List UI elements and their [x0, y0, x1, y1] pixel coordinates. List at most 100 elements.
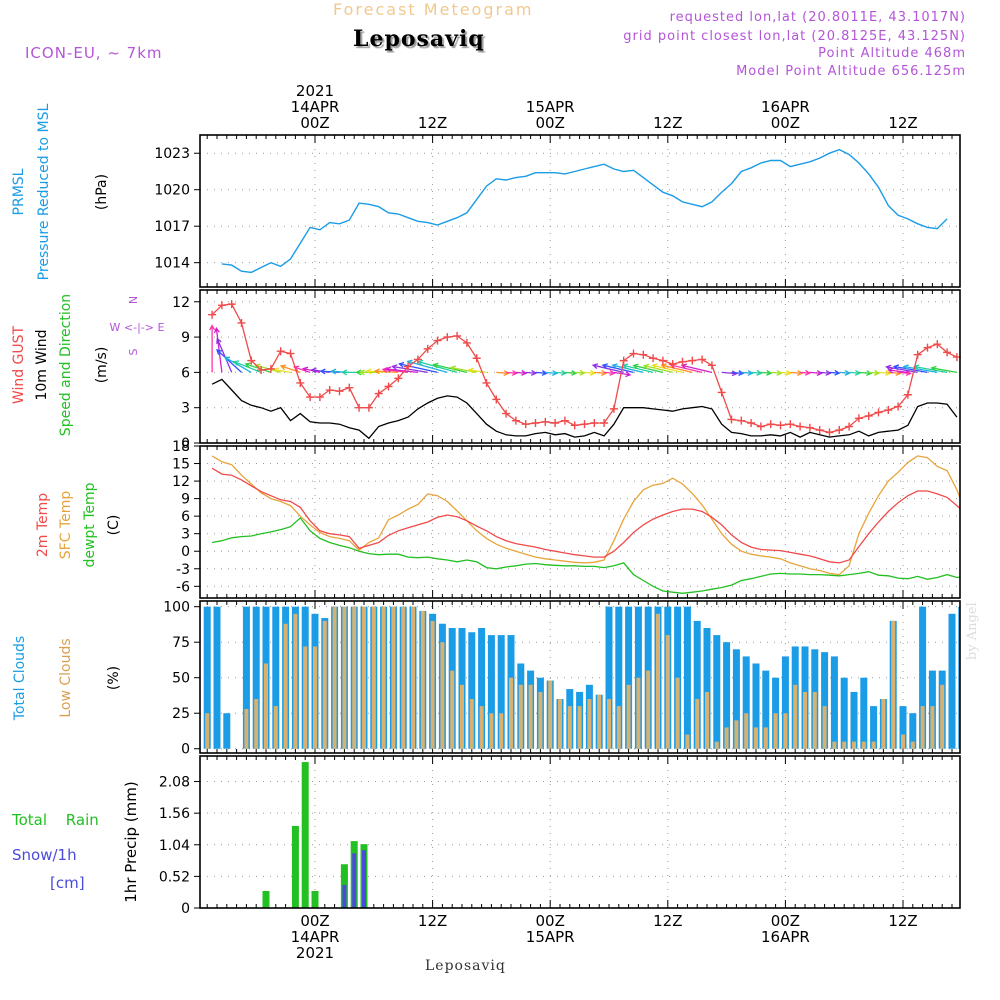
y-tick-label: 0 — [181, 901, 190, 917]
low-cloud-bar — [548, 680, 553, 749]
t2m-line — [211, 467, 960, 564]
wind-arrow — [216, 349, 242, 373]
station-title: Leposaviq — [353, 26, 485, 52]
wind-arrow — [651, 363, 683, 374]
wind-arrow — [601, 363, 634, 374]
y-tick-label: 2.08 — [159, 775, 190, 791]
wind-arrow — [930, 365, 958, 374]
low-cloud-bar — [558, 699, 562, 749]
low-cloud-bar — [930, 706, 935, 749]
time-label-bottom: 12Z — [418, 912, 447, 930]
panel-clouds: 0 25 50 75 100 — [163, 600, 961, 758]
y-tick-label: 25 — [172, 706, 190, 722]
low-cloud-bar — [205, 713, 210, 749]
wind-arrow — [216, 337, 233, 373]
low-cloud-bar — [489, 713, 494, 749]
temperature-label: (C) — [106, 515, 122, 536]
wind-arrow — [467, 367, 487, 374]
time-label-top: 12Z — [888, 114, 917, 132]
low-cloud-bar — [264, 663, 268, 749]
time-label-bottom: 00Z — [300, 912, 329, 930]
wind-arrow — [611, 363, 644, 374]
time-label-bottom: 15APR — [526, 928, 575, 946]
total-cloud-bar — [870, 706, 878, 749]
wind-gust-line-marker — [521, 420, 530, 429]
wind-arrow — [613, 371, 632, 378]
wind-arrow — [279, 364, 301, 374]
compass-south-label: S — [127, 348, 140, 355]
wind-arrow — [839, 369, 851, 376]
wind-gust-line-marker — [923, 343, 932, 352]
wind-gust-line-marker — [649, 354, 658, 363]
total-cloud-bar — [693, 620, 701, 749]
rain-bar — [291, 825, 299, 908]
pressure-label: Pressure Reduced to MSL — [36, 103, 52, 280]
wind-gust-line-marker — [266, 364, 275, 373]
wind-gust-line-marker — [345, 383, 354, 392]
cloud-label: Low Clouds — [58, 638, 74, 717]
time-label-top: 00Z — [536, 114, 565, 132]
low-cloud-bar — [910, 741, 915, 749]
wind-arrow — [849, 369, 862, 376]
requested-coords: requested lon,lat (20.8011E, 43.1017N) — [669, 10, 966, 25]
temperature-label: dewpt Temp — [82, 482, 98, 567]
low-cloud-bar — [313, 646, 317, 749]
wind-arrow — [384, 366, 418, 374]
total-cloud-bar — [723, 642, 731, 749]
wind-gust-line-marker — [355, 403, 364, 412]
model-altitude: Model Point Altitude 656.125m — [736, 64, 966, 79]
wind-gust-line-marker — [913, 350, 922, 359]
wind-gust-line-marker — [413, 355, 422, 364]
low-cloud-bar — [499, 713, 504, 749]
low-cloud-bar — [793, 684, 798, 749]
wind-arrow — [741, 370, 754, 376]
wind-arrow — [535, 370, 548, 376]
wind-gust-line-marker — [208, 310, 217, 319]
wind-arrow — [406, 359, 448, 374]
sfc-temp-line — [211, 455, 960, 576]
wind-gust-line-marker — [443, 333, 452, 342]
low-cloud-bar — [920, 706, 925, 749]
wind-arrow — [898, 370, 912, 377]
low-cloud-bar — [509, 677, 513, 749]
low-cloud-bar — [861, 741, 866, 749]
wind-gust-line-marker — [511, 416, 520, 425]
wind-gust-line-marker — [707, 361, 716, 370]
wind-gust-line-marker — [217, 301, 226, 310]
temperature-label: 2m Temp — [35, 493, 51, 557]
low-cloud-bar — [803, 691, 807, 749]
wind-gust-line-marker — [727, 415, 736, 424]
panel-frame-wind — [199, 289, 961, 444]
y-tick-label: 1014 — [154, 256, 190, 272]
wind-arrow — [770, 369, 783, 376]
time-label-bottom: 12Z — [653, 912, 682, 930]
wind-arrow — [564, 370, 578, 376]
total-cloud-bar — [821, 652, 829, 749]
wind-arrow — [223, 356, 252, 373]
wind-gust-line-marker — [933, 340, 942, 349]
wind-arrow — [574, 369, 586, 376]
precip-axis-label: 1hr Precip (mm) — [122, 781, 140, 902]
time-label-bottom: 00Z — [536, 912, 565, 930]
wind-gust-line-marker — [570, 421, 579, 430]
low-cloud-bar — [881, 699, 886, 749]
rain-bar — [301, 762, 309, 908]
low-cloud-bar — [822, 706, 827, 749]
total-cloud-bar — [683, 606, 691, 749]
wind-gust-line-marker — [884, 406, 893, 415]
wind-gust-line — [211, 303, 958, 434]
wind-gust-line-marker — [874, 408, 883, 417]
y-tick-label: 1017 — [154, 219, 190, 235]
wind-gust-line-marker — [492, 395, 501, 404]
low-cloud-bar — [675, 677, 680, 749]
low-cloud-bar — [940, 684, 945, 749]
y-tick-label: 0 — [181, 544, 190, 560]
low-cloud-bar — [577, 706, 582, 749]
low-cloud-bar — [567, 706, 572, 749]
total-cloud-bar — [899, 706, 907, 749]
wind-arrow — [721, 370, 738, 377]
total-cloud-bar — [497, 635, 505, 749]
low-cloud-bar — [244, 708, 249, 749]
wind-arrow — [604, 369, 616, 376]
low-cloud-bar — [871, 741, 876, 749]
